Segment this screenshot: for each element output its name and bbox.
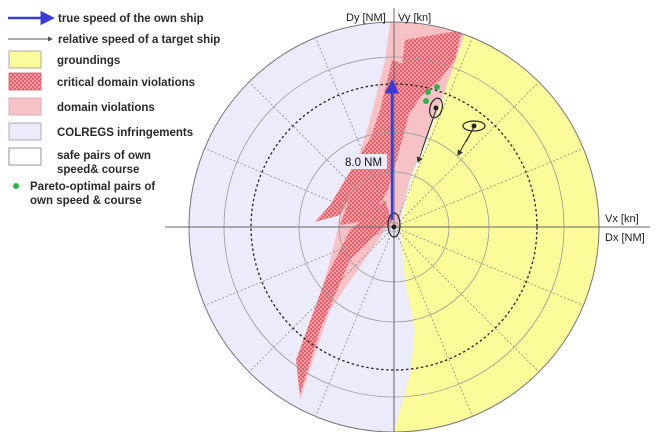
legend-item-domain: domain violations: [8, 97, 155, 116]
legend-item-colregs: COLREGS infringements: [8, 122, 193, 141]
legend-symbol-pareto-dot: [13, 183, 19, 189]
legend-swatch-critical: [8, 72, 42, 91]
legend-label-safe-line-2: speed& course: [57, 164, 139, 176]
legend-item-relative-speed: relative speed of a target ship: [8, 34, 220, 46]
pareto-point: [423, 98, 429, 104]
legend-label-safe-line-1: safe pairs of own: [57, 150, 151, 162]
legend: true speed of the own ship relative spee…: [8, 10, 220, 207]
vy-axis-label: Vy [kn]: [398, 12, 431, 24]
pareto-point: [434, 84, 440, 90]
plot-area: Dy [NM] Vy [kn] Vx [kn] Dx [NM] 8.0 NM: [165, 8, 650, 432]
legend-label-domain: domain violations: [57, 102, 155, 114]
target-ship-2-relative-vector-2: [465, 126, 475, 143]
legend-swatch-safe: [8, 147, 42, 166]
critical-domain-region-upper: [398, 30, 462, 120]
legend-item-groundings: groundings: [8, 50, 120, 69]
target-ship-1-marker: [433, 105, 439, 111]
legend-label-relative-speed: relative speed of a target ship: [58, 34, 220, 46]
target-ship-1-relative-vector-2: [421, 109, 437, 151]
legend-label-colregs: COLREGS infringements: [57, 127, 193, 139]
pareto-point: [425, 89, 431, 95]
legend-label-critical: critical domain violations: [57, 77, 195, 89]
legend-swatch-colregs: [8, 122, 42, 141]
own-ship-marker: [391, 224, 397, 230]
legend-item-critical: critical domain violations: [8, 72, 195, 91]
legend-swatch-domain: [8, 97, 42, 116]
legend-label-groundings: groundings: [57, 55, 120, 67]
range-label: 8.0 NM: [345, 157, 382, 169]
own-ship-domain-ellipse: [387, 212, 401, 238]
legend-label-pareto-line-1: Pareto-optimal pairs of: [30, 181, 155, 193]
legend-item-true-speed: true speed of the own ship: [8, 10, 204, 26]
legend-swatch-groundings: [8, 50, 42, 69]
legend-label-true-speed: true speed of the own ship: [58, 13, 204, 25]
target-ship-2-marker: [471, 123, 477, 129]
target-ship-1: [416, 97, 443, 164]
legend-label-pareto-line-2: own speed & course: [30, 195, 142, 207]
critical-domain-region-lower: [296, 200, 392, 395]
dy-axis-label: Dy [NM]: [346, 12, 386, 24]
dx-axis-label: Dx [NM]: [605, 232, 645, 244]
range-label-bg: [343, 154, 387, 169]
vx-axis-label: Vx [kn]: [605, 213, 639, 225]
pareto-points: [423, 84, 440, 104]
legend-item-pareto: Pareto-optimal pairs of own speed & cour…: [13, 181, 155, 207]
target-ship-2-domain: [462, 120, 486, 132]
target-ship-2: [457, 120, 486, 157]
legend-item-safe: safe pairs of own speed& course: [8, 147, 151, 176]
